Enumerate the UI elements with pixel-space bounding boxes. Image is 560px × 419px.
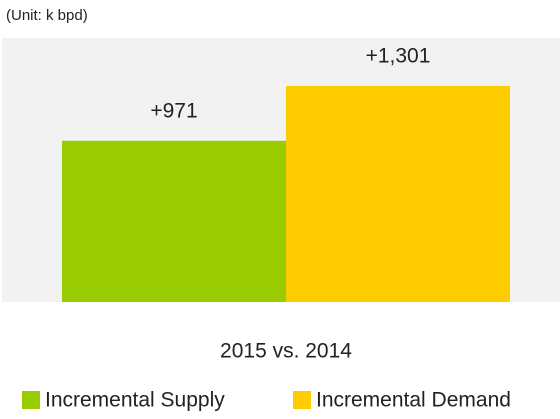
unit-label: (Unit: k bpd): [6, 7, 88, 24]
legend-swatch: [293, 391, 311, 409]
bar: [62, 140, 286, 302]
category-label: 2015 vs. 2014: [220, 340, 352, 363]
legend-label: Incremental Supply: [45, 389, 225, 412]
legend-label: Incremental Demand: [316, 389, 511, 412]
value-label: +1,301: [366, 45, 431, 68]
legend-swatch: [22, 391, 40, 409]
bar: [286, 86, 510, 302]
value-label: +971: [150, 99, 197, 122]
